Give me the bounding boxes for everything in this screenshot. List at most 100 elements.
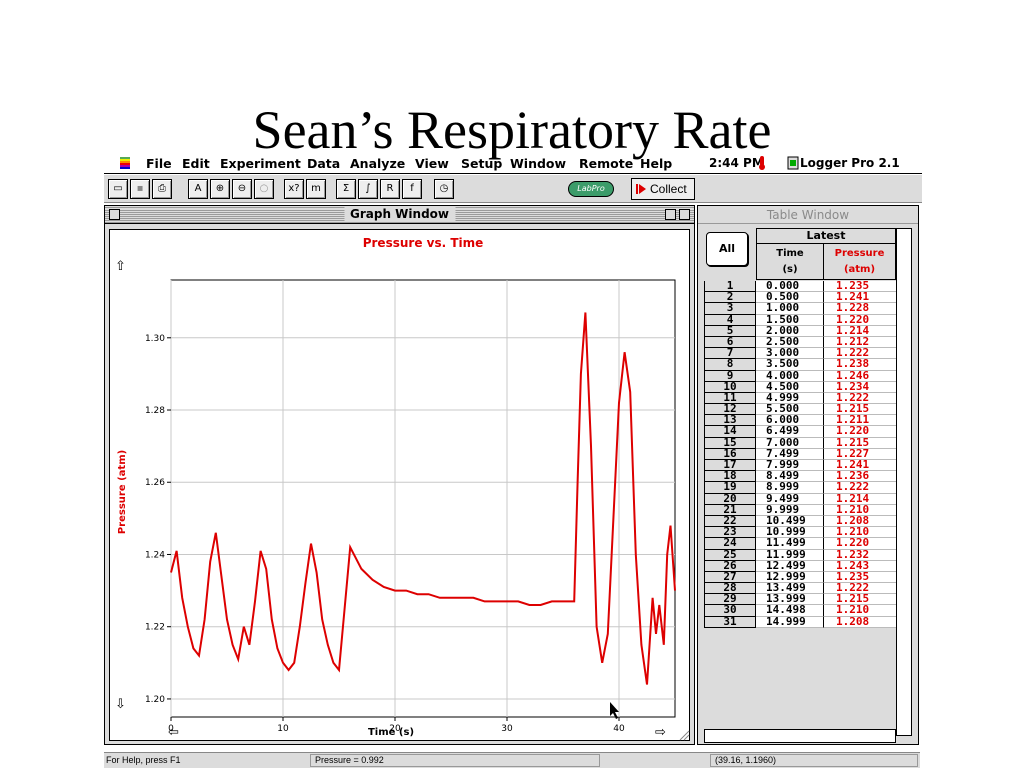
print-icon[interactable]: ⎙ [152, 179, 172, 199]
save-file-icon[interactable]: ▪ [130, 179, 150, 199]
scroll-right-icon[interactable]: ⇨ [655, 725, 666, 740]
table-row[interactable]: 24 11.499 1.220 [704, 537, 896, 550]
table-row[interactable]: 19 8.999 1.222 [704, 481, 896, 494]
table-scrollbar[interactable] [896, 228, 912, 736]
table-row[interactable]: 28 13.499 1.222 [704, 582, 896, 595]
app-menu[interactable]: Logger Pro 2.1 [800, 156, 900, 170]
pressure-column-header[interactable]: Pressure (atm) [823, 244, 896, 280]
zoom-box-icon[interactable] [665, 209, 676, 220]
collapse-box-icon[interactable] [679, 209, 690, 220]
time-cell[interactable]: 0.500 [756, 291, 824, 304]
table-row[interactable]: 6 2.500 1.212 [704, 336, 896, 349]
table-row[interactable]: 3 1.000 1.228 [704, 302, 896, 315]
graph-window-titlebar[interactable]: Graph Window [105, 206, 694, 224]
statistics-icon[interactable]: Σ [336, 179, 356, 199]
menu-edit[interactable]: Edit [182, 156, 210, 171]
pressure-cell[interactable]: 1.246 [824, 369, 896, 382]
table-row[interactable]: 11 4.999 1.222 [704, 392, 896, 405]
time-cell[interactable]: 1.000 [756, 302, 824, 315]
pressure-cell[interactable]: 1.232 [824, 548, 896, 561]
table-row[interactable]: 15 7.000 1.215 [704, 437, 896, 449]
curve-fit-icon[interactable]: f [402, 179, 422, 199]
time-cell[interactable]: 0.000 [756, 280, 824, 293]
table-row[interactable]: 18 8.499 1.236 [704, 470, 896, 483]
pressure-cell[interactable]: 1.243 [824, 560, 896, 572]
time-cell[interactable]: 9.999 [756, 504, 824, 516]
menu-data[interactable]: Data [307, 156, 341, 171]
time-cell[interactable]: 4.999 [756, 392, 824, 405]
pressure-cell[interactable]: 1.215 [824, 403, 896, 416]
pressure-cell[interactable]: 1.222 [824, 347, 896, 360]
menu-file[interactable]: File [146, 156, 172, 171]
table-row[interactable]: 14 6.499 1.220 [704, 425, 896, 438]
time-cell[interactable]: 4.000 [756, 369, 824, 382]
pressure-cell[interactable]: 1.211 [824, 414, 896, 427]
pressure-cell[interactable]: 1.220 [824, 425, 896, 438]
time-cell[interactable]: 10.499 [756, 515, 824, 528]
apple-menu-icon[interactable] [118, 155, 132, 169]
time-cell[interactable]: 3.000 [756, 347, 824, 360]
autoscale-icon[interactable]: A [188, 179, 208, 199]
menu-help[interactable]: Help [640, 156, 673, 171]
time-cell[interactable]: 13.999 [756, 593, 824, 606]
scroll-up-icon[interactable]: ⇧ [115, 259, 126, 274]
examine-icon[interactable]: x? [284, 179, 304, 199]
graph-area[interactable]: Pressure vs. Time Pressure (atm) Time (s… [109, 229, 690, 741]
table-row[interactable]: 20 9.499 1.214 [704, 492, 896, 505]
table-row[interactable]: 25 11.999 1.232 [704, 548, 896, 561]
zoom-icon[interactable]: ○ [254, 179, 274, 199]
table-row[interactable]: 21 9.999 1.210 [704, 504, 896, 516]
all-button[interactable]: All [706, 232, 748, 266]
table-row[interactable]: 5 2.000 1.214 [704, 325, 896, 337]
pressure-cell[interactable]: 1.208 [824, 515, 896, 528]
close-box-icon[interactable] [109, 209, 120, 220]
pressure-cell[interactable]: 1.214 [824, 325, 896, 337]
table-row[interactable]: 1 0.000 1.235 [704, 280, 896, 293]
zoom-out-icon[interactable]: ⊖ [232, 179, 252, 199]
time-cell[interactable]: 7.999 [756, 459, 824, 472]
time-cell[interactable]: 6.499 [756, 425, 824, 438]
table-row[interactable]: 29 13.999 1.215 [704, 593, 896, 606]
pressure-cell[interactable]: 1.208 [824, 616, 896, 628]
table-row[interactable]: 7 3.000 1.222 [704, 347, 896, 360]
pressure-cell[interactable]: 1.214 [824, 492, 896, 505]
time-column-header[interactable]: Time (s) [756, 244, 824, 280]
table-row[interactable]: 12 5.500 1.215 [704, 403, 896, 416]
pressure-cell[interactable]: 1.215 [824, 437, 896, 449]
time-cell[interactable]: 2.500 [756, 336, 824, 349]
open-file-icon[interactable]: ▭ [108, 179, 128, 199]
collect-button[interactable]: Collect [631, 178, 695, 200]
menu-analyze[interactable]: Analyze [350, 156, 406, 171]
pressure-cell[interactable]: 1.222 [824, 392, 896, 405]
time-cell[interactable]: 14.498 [756, 604, 824, 617]
pressure-cell[interactable]: 1.220 [824, 313, 896, 326]
table-row[interactable]: 22 10.499 1.208 [704, 515, 896, 528]
table-row[interactable]: 10 4.500 1.234 [704, 381, 896, 393]
scroll-down-icon[interactable]: ⇩ [115, 697, 126, 712]
time-cell[interactable]: 8.499 [756, 470, 824, 483]
pressure-cell[interactable]: 1.220 [824, 537, 896, 550]
time-cell[interactable]: 5.500 [756, 403, 824, 416]
pressure-cell[interactable]: 1.238 [824, 358, 896, 371]
table-row[interactable]: 13 6.000 1.211 [704, 414, 896, 427]
integral-icon[interactable]: ∫ [358, 179, 378, 199]
time-cell[interactable]: 8.999 [756, 481, 824, 494]
timer-icon[interactable]: ◷ [434, 179, 454, 199]
pressure-cell[interactable]: 1.212 [824, 336, 896, 349]
time-cell[interactable]: 14.999 [756, 616, 824, 628]
time-cell[interactable]: 4.500 [756, 381, 824, 393]
table-row[interactable]: 8 3.500 1.238 [704, 358, 896, 371]
scroll-left-icon[interactable]: ⇦ [168, 725, 179, 740]
menu-experiment[interactable]: Experiment [220, 156, 301, 171]
linear-fit-icon[interactable]: R [380, 179, 400, 199]
time-cell[interactable]: 10.999 [756, 526, 824, 539]
pressure-cell[interactable]: 1.222 [824, 582, 896, 595]
table-row[interactable]: 2 0.500 1.241 [704, 291, 896, 304]
pressure-cell[interactable]: 1.241 [824, 291, 896, 304]
time-cell[interactable]: 2.000 [756, 325, 824, 337]
pressure-cell[interactable]: 1.215 [824, 593, 896, 606]
pressure-cell[interactable]: 1.236 [824, 470, 896, 483]
pressure-cell[interactable]: 1.210 [824, 526, 896, 539]
time-cell[interactable]: 6.000 [756, 414, 824, 427]
time-cell[interactable]: 12.999 [756, 571, 824, 584]
